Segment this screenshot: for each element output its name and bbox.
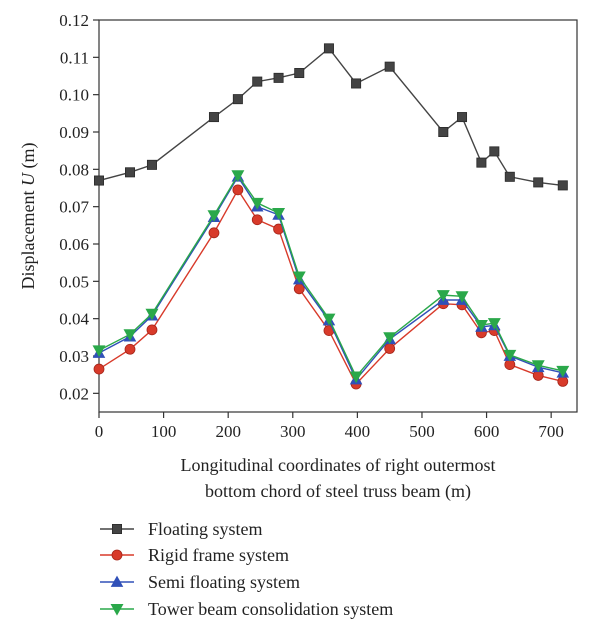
legend-item: Floating system <box>100 519 263 539</box>
data-point <box>323 43 334 54</box>
x-tick-label: 600 <box>474 422 500 441</box>
legend-item: Rigid frame system <box>100 545 289 565</box>
legend: Floating system Rigid frame system Semi fl… <box>100 519 393 619</box>
y-tick-label: 0.09 <box>59 123 89 142</box>
data-point <box>94 175 105 186</box>
data-point <box>232 184 244 196</box>
series-3 <box>92 170 570 385</box>
y-tick-label: 0.04 <box>59 310 89 329</box>
data-point <box>349 371 363 384</box>
plot-frame <box>98 19 578 413</box>
x-tick-label: 400 <box>345 422 371 441</box>
data-point <box>294 68 305 79</box>
y-axis-title: Displacement U (m) <box>18 143 39 290</box>
data-point <box>146 324 158 336</box>
data-point <box>92 345 106 358</box>
data-point <box>252 76 263 87</box>
x-tick-label: 500 <box>409 422 435 441</box>
axes: 0 100 200 300 400 500 600 700 0.02 0.03 0.04 0.05 0.… <box>59 11 578 441</box>
series-1 <box>94 43 568 191</box>
data-point <box>146 159 157 170</box>
y-axis-title-prefix: Displacement <box>18 186 38 289</box>
data-point <box>273 72 284 83</box>
y-tick-label: 0.05 <box>59 272 89 291</box>
legend-label: Floating system <box>148 519 263 539</box>
legend-marker <box>110 575 124 587</box>
legend-label: Tower beam consolidation system <box>148 599 393 619</box>
y-axis-title-variable: U <box>18 172 38 186</box>
series-line <box>98 188 563 386</box>
y-tick-label: 0.03 <box>59 347 89 366</box>
data-point <box>322 313 336 326</box>
data-point <box>384 343 396 354</box>
data-point <box>556 365 570 378</box>
data-point <box>383 332 397 344</box>
data-point <box>476 157 487 168</box>
y-tick-label: 0.07 <box>59 198 89 217</box>
data-point <box>531 360 545 372</box>
y-tick-label: 0.06 <box>59 235 89 254</box>
x-tick-label: 300 <box>280 422 306 441</box>
y-tick-label: 0.12 <box>59 11 89 30</box>
x-axis-title-line1: Longitudinal coordinates of right outerm… <box>181 455 496 475</box>
x-tick-label: 200 <box>215 422 241 441</box>
data-point <box>125 167 136 178</box>
data-point <box>250 197 264 210</box>
x-axis-title-line2: bottom chord of steel truss beam (m) <box>205 481 471 502</box>
y-tick-label: 0.11 <box>60 48 89 67</box>
data-point <box>207 210 221 222</box>
y-tick-label: 0.08 <box>59 160 89 179</box>
data-point <box>474 319 488 332</box>
series-line <box>98 175 563 381</box>
data-point <box>123 329 137 341</box>
series-4 <box>92 170 570 384</box>
series-line <box>98 47 563 187</box>
series-layer <box>92 43 570 390</box>
data-point <box>208 227 220 239</box>
data-point <box>124 343 136 355</box>
legend-item: Semi floating system <box>100 572 300 592</box>
data-point <box>384 61 395 72</box>
legend-item: Tower beam consolidation system <box>100 599 393 619</box>
legend-marker <box>111 549 123 561</box>
data-point <box>489 146 500 157</box>
legend-marker <box>110 603 124 616</box>
legend-label: Rigid frame system <box>148 545 289 565</box>
legend-marker <box>112 524 123 535</box>
data-point <box>533 177 544 188</box>
y-tick-label: 0.02 <box>59 384 89 403</box>
data-point <box>208 112 219 123</box>
data-point <box>232 94 243 105</box>
data-point <box>457 112 468 123</box>
x-tick-label: 0 <box>95 422 104 441</box>
data-point <box>504 171 515 182</box>
data-point <box>272 207 286 220</box>
series-2 <box>93 184 569 390</box>
data-point <box>231 170 245 182</box>
y-axis-title-suffix: (m) <box>18 143 39 174</box>
series-line <box>98 174 563 378</box>
x-tick-label: 100 <box>151 422 177 441</box>
data-point <box>455 291 469 303</box>
data-point <box>251 214 263 226</box>
x-tick-label: 700 <box>538 422 564 441</box>
data-point <box>487 318 501 330</box>
data-point <box>93 363 105 375</box>
data-point <box>145 308 159 321</box>
legend-label: Semi floating system <box>148 572 300 592</box>
data-point <box>292 271 306 284</box>
data-point <box>557 180 568 191</box>
data-point <box>436 290 450 302</box>
data-point <box>503 349 517 362</box>
y-tick-label: 0.10 <box>59 86 89 105</box>
data-point <box>557 375 569 387</box>
data-point <box>351 78 362 89</box>
data-point <box>438 127 449 138</box>
